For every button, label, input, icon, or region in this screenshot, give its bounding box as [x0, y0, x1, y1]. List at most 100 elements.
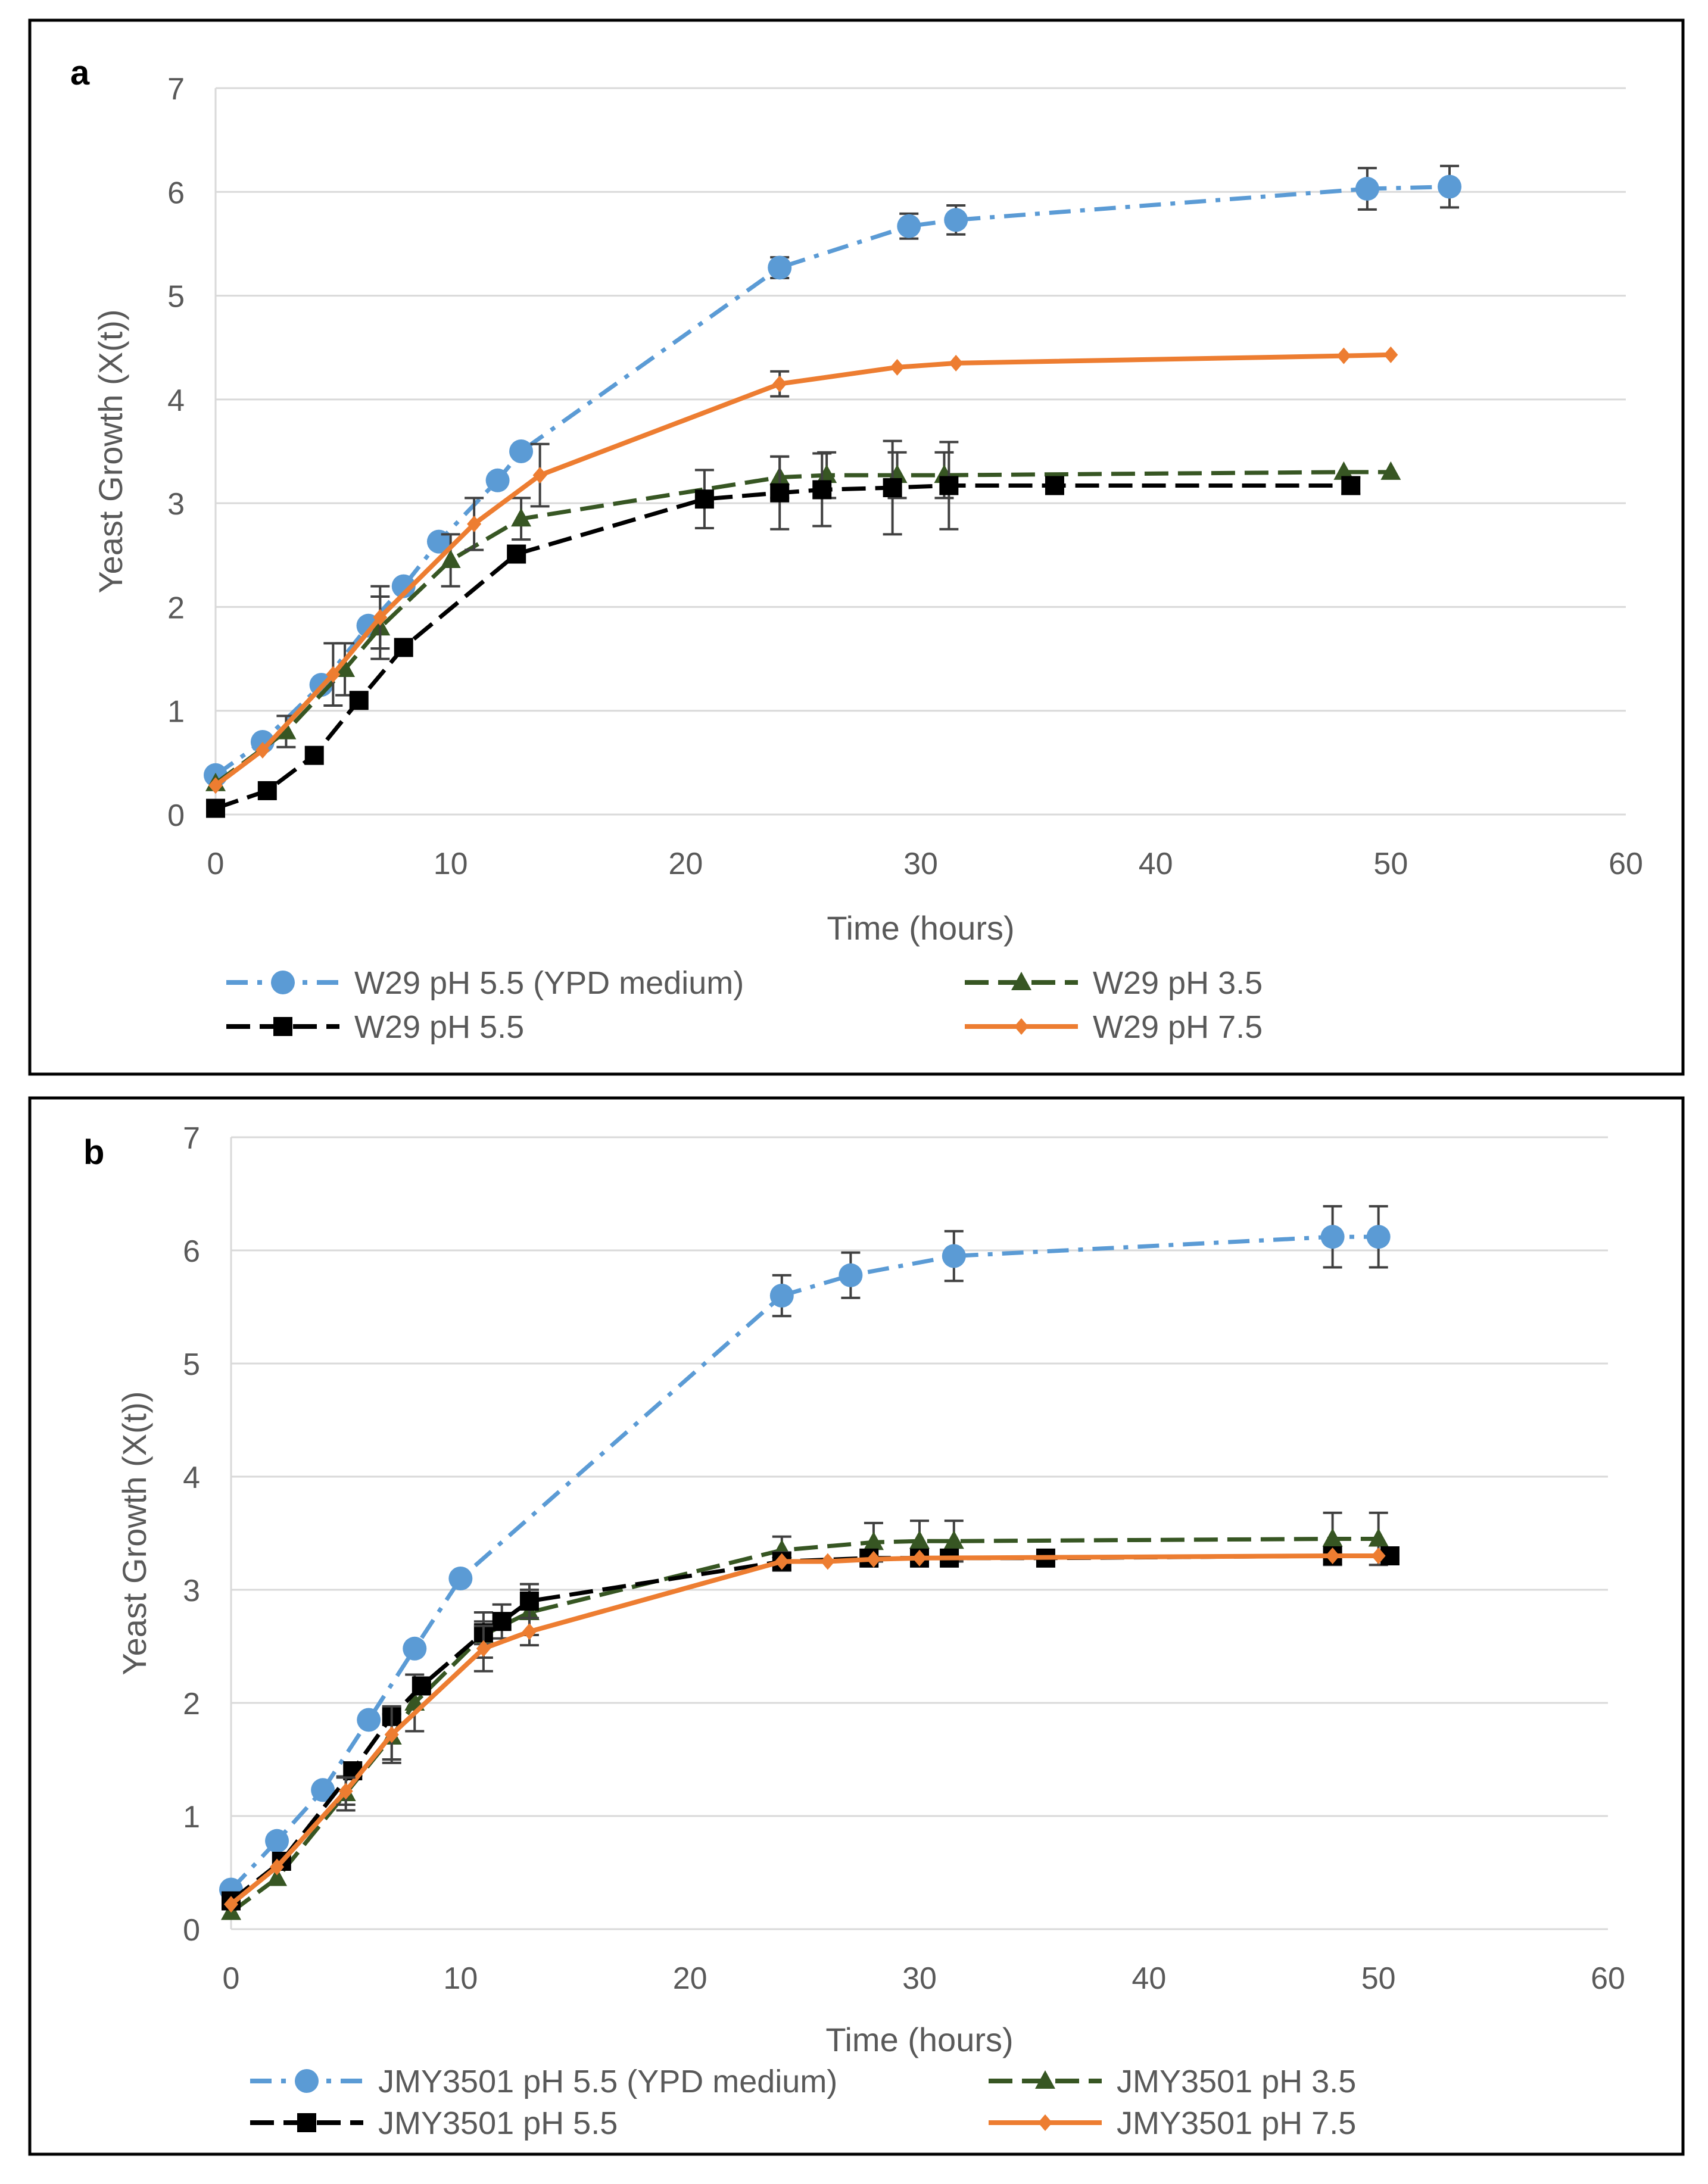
y-tick-label: 2 [167, 591, 185, 625]
y-tick-label: 6 [167, 176, 185, 210]
data-point [866, 1550, 881, 1568]
y-tick-label: 1 [167, 695, 185, 729]
data-point [206, 798, 225, 818]
data-point [897, 214, 921, 238]
panel-b-axes [230, 1137, 1608, 1930]
panel-a-x-axis-label: Time (hours) [827, 909, 1014, 947]
x-tick-label: 40 [1139, 847, 1173, 881]
data-point [1380, 461, 1401, 480]
data-point [949, 354, 964, 372]
data-point [511, 508, 532, 527]
legend-marker [271, 971, 295, 994]
data-point [839, 1263, 863, 1287]
legend-marker [1014, 1018, 1028, 1035]
data-point [357, 1708, 381, 1732]
legend-marker [1038, 2114, 1052, 2131]
data-point [694, 489, 714, 509]
data-point [335, 659, 356, 677]
series-line [214, 470, 1391, 785]
data-point [485, 468, 510, 492]
legend-label: JMY3501 pH 7.5 [1117, 2105, 1356, 2141]
x-tick-label: 10 [443, 1961, 478, 1996]
data-point [522, 1623, 537, 1640]
data-point [509, 439, 534, 463]
data-point [1383, 346, 1398, 363]
series-ph75 [224, 1547, 1386, 1913]
panel-b-legend: JMY3501 pH 5.5 (YPD medium) JMY3501 pH 3.… [250, 2064, 1356, 2141]
data-point [774, 1553, 789, 1570]
x-tick-label: 30 [903, 847, 938, 881]
panel-b-y-tick-labels: 0 1 2 3 4 5 6 7 [183, 1121, 200, 1948]
data-point [311, 1778, 335, 1802]
data-point [883, 478, 902, 497]
data-point [1355, 177, 1379, 201]
legend-item: JMY3501 pH 7.5 [989, 2105, 1356, 2141]
data-point [257, 781, 277, 800]
legend-label: JMY3501 pH 3.5 [1117, 2064, 1356, 2099]
data-point [326, 666, 341, 683]
legend-marker [1011, 972, 1031, 990]
data-point [1320, 1225, 1345, 1249]
legend-marker [295, 2069, 319, 2093]
data-point [1322, 1528, 1343, 1547]
data-point [943, 1530, 964, 1549]
y-tick-label: 5 [183, 1347, 200, 1382]
panel-a-axes [214, 88, 1626, 816]
panel-a-frame [28, 18, 1685, 1076]
legend-label: W29 pH 3.5 [1093, 965, 1263, 1001]
y-tick-label: 4 [167, 383, 185, 418]
series-line [229, 1553, 1379, 1907]
data-point [1341, 476, 1361, 495]
data-point [768, 255, 792, 280]
panel-a-series [204, 164, 1461, 818]
panel-a-legend: W29 pH 5.5 (YPD medium) W29 pH 3.5 W29 pH … [226, 965, 1263, 1045]
panel-b-letter: b [83, 1133, 104, 1172]
panel-a-y-axis-label: Yeast Growth (X(t)) [92, 309, 129, 593]
series-line [229, 1234, 1379, 1891]
x-tick-label: 30 [902, 1961, 937, 1996]
data-point [224, 1896, 238, 1913]
y-tick-label: 6 [183, 1234, 200, 1269]
data-point [944, 208, 968, 232]
legend-item: JMY3501 pH 5.5 (YPD medium) [250, 2064, 837, 2099]
data-point [267, 1867, 288, 1886]
data-point [1045, 476, 1064, 495]
data-point [276, 720, 297, 740]
panel-b-gridlines [231, 1136, 1608, 1817]
legend-marker [273, 1017, 292, 1036]
legend-label: JMY3501 pH 5.5 [378, 2105, 618, 2141]
data-point [255, 741, 270, 759]
data-point [391, 574, 416, 598]
y-tick-label: 7 [167, 72, 185, 107]
x-tick-label: 60 [1591, 1961, 1625, 1996]
panel-b-x-axis-label: Time (hours) [825, 2021, 1013, 2058]
y-tick-label: 7 [183, 1121, 200, 1156]
data-point [1336, 347, 1351, 364]
legend-label: W29 pH 5.5 (YPD medium) [354, 965, 744, 1001]
data-point [440, 550, 461, 568]
x-tick-label: 50 [1361, 1961, 1396, 1996]
x-tick-label: 60 [1609, 847, 1643, 881]
data-point [265, 1829, 289, 1853]
data-point [942, 1244, 966, 1268]
data-point [426, 529, 451, 554]
y-tick-label: 3 [167, 487, 185, 522]
data-point [863, 1531, 884, 1550]
data-point [890, 358, 905, 376]
data-point [394, 638, 413, 657]
data-point [373, 609, 388, 626]
y-tick-label: 3 [183, 1574, 200, 1608]
data-point [384, 1726, 399, 1743]
panel-a-x-tick-labels: 0 10 20 30 40 50 60 [207, 847, 1643, 881]
data-point [770, 483, 790, 503]
panel-a-letter: a [70, 54, 90, 92]
data-point [1366, 1225, 1391, 1249]
x-tick-label: 50 [1373, 847, 1408, 881]
data-point [492, 1612, 512, 1631]
panel-b: b 0 1 2 3 4 5 6 7 0 10 20 30 40 50 60 Time (hours) Ye… [28, 1096, 1685, 2156]
data-point [208, 777, 223, 794]
x-tick-label: 10 [434, 847, 468, 881]
data-point [349, 691, 369, 710]
data-point [1325, 1547, 1340, 1564]
